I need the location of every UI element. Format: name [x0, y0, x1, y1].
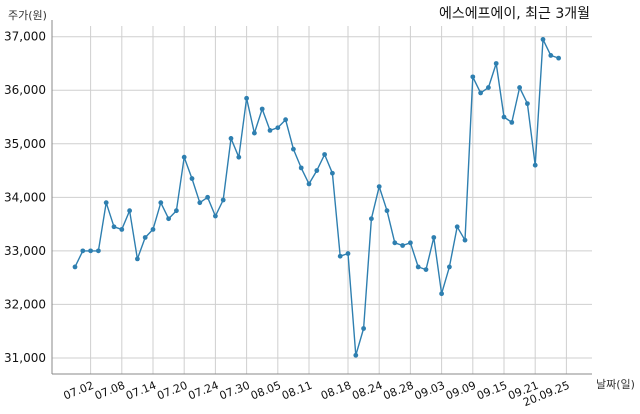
data-point [150, 227, 156, 232]
data-point [72, 264, 78, 270]
x-tick-label: 07.30 [218, 379, 252, 403]
y-axis-label: 주가(원) [8, 9, 47, 22]
data-point [174, 208, 179, 214]
data-point [96, 248, 101, 254]
data-point [470, 74, 476, 80]
data-point [369, 216, 374, 222]
x-tick-labels: 07.0207.0807.1407.2007.2407.3008.0508.11… [62, 379, 572, 409]
data-point [259, 106, 265, 112]
data-point [111, 224, 117, 230]
data-point [525, 101, 530, 107]
y-tick-label: 36,000 [4, 83, 46, 97]
data-point [181, 154, 187, 160]
data-point [408, 240, 413, 246]
y-tick-label: 35,000 [4, 137, 46, 151]
data-point [462, 237, 468, 243]
data-point [298, 165, 304, 171]
grid-lines [52, 26, 592, 374]
data-point [517, 85, 522, 90]
data-point [478, 90, 483, 96]
data-point [353, 352, 359, 358]
x-tick-label: 07.02 [62, 379, 96, 403]
x-tick-label: 07.08 [93, 379, 127, 403]
y-tick-label: 37,000 [4, 30, 46, 44]
data-point [220, 197, 226, 203]
data-point [275, 125, 281, 131]
data-point [361, 326, 366, 331]
data-point [103, 200, 109, 206]
data-point [135, 256, 140, 262]
data-point [306, 181, 312, 187]
data-point [197, 200, 203, 206]
data-point [330, 170, 335, 176]
x-tick-label: 07.20 [155, 379, 189, 403]
data-point [236, 154, 242, 160]
data-point [548, 53, 554, 58]
data-point [501, 114, 507, 120]
x-tick-label: 09.03 [413, 379, 447, 403]
data-point [213, 213, 218, 219]
data-point [415, 264, 421, 270]
data-point [439, 291, 444, 297]
data-point [447, 264, 452, 270]
data-point [337, 253, 343, 259]
data-point [376, 184, 382, 190]
data-point [540, 36, 546, 42]
x-tick-label: 07.24 [186, 379, 220, 403]
data-point [119, 227, 125, 232]
data-point [189, 176, 195, 181]
x-tick-label: 09.15 [475, 379, 509, 403]
data-point [252, 130, 257, 136]
x-tick-label: 08.18 [319, 379, 353, 403]
y-tick-label: 32,000 [4, 297, 46, 311]
x-tick-label: 08.05 [249, 379, 283, 403]
data-point [80, 248, 86, 254]
data-point [392, 240, 398, 246]
data-point [493, 61, 499, 66]
x-tick-label: 07.14 [124, 379, 158, 403]
y-tick-label: 31,000 [4, 351, 46, 365]
x-tick-label: 09.09 [444, 379, 478, 403]
price-series [72, 36, 561, 358]
data-point [400, 243, 405, 248]
data-point [228, 136, 234, 141]
data-point [423, 267, 429, 272]
data-point [283, 117, 288, 123]
data-point [345, 251, 351, 256]
y-tick-label: 33,000 [4, 244, 46, 258]
x-tick-label: 08.28 [381, 379, 415, 403]
data-point [205, 194, 211, 200]
x-axis-label: 날짜(일) [596, 377, 635, 391]
data-point [509, 119, 515, 125]
x-tick-label: 08.11 [280, 379, 314, 403]
data-point [244, 95, 250, 101]
data-point [127, 208, 132, 214]
y-tick-label: 34,000 [4, 190, 46, 204]
data-point [431, 235, 437, 240]
data-point [532, 162, 538, 168]
data-point [384, 208, 390, 214]
data-point [267, 127, 273, 133]
data-point [142, 235, 148, 240]
axes [51, 20, 592, 375]
chart-title: 에스에프에이, 최근 3개월 [439, 6, 590, 22]
data-point [322, 152, 327, 157]
x-tick-label: 08.24 [350, 379, 384, 403]
data-point [88, 248, 93, 254]
data-point [158, 200, 164, 206]
data-point [486, 85, 491, 90]
data-point [454, 224, 460, 230]
data-point [166, 216, 172, 222]
data-point [314, 168, 320, 173]
data-point [291, 146, 296, 152]
data-point [556, 55, 561, 61]
y-tick-labels: 31,000 32,000 33,000 34,000 35,000 36,000 37,0… [4, 30, 46, 365]
